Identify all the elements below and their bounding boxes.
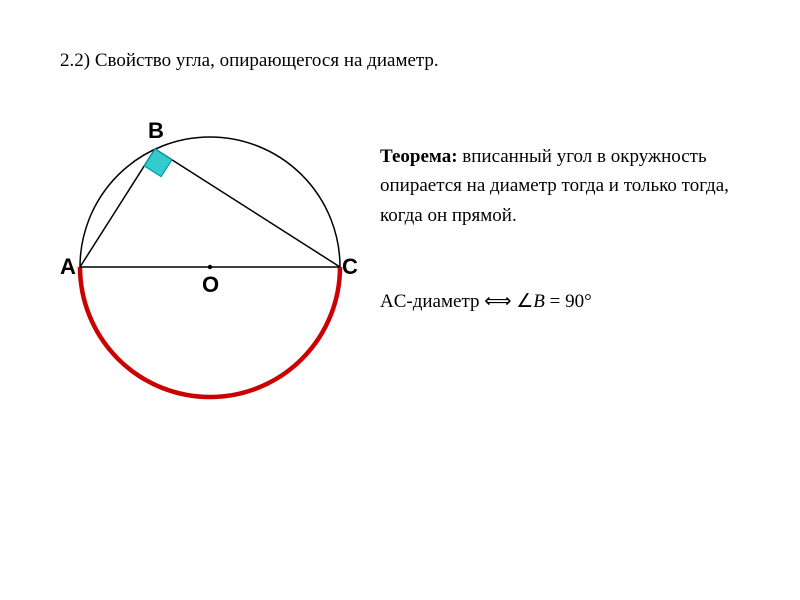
angle-symbol: ∠: [516, 291, 533, 312]
chord-bc: [155, 149, 340, 267]
theorem-text: Теорема: вписанный угол в окружность опи…: [380, 142, 740, 230]
chord-ab: [80, 149, 155, 267]
angle-vertex: B: [533, 291, 545, 312]
label-o: O: [202, 272, 219, 298]
label-b: B: [148, 118, 164, 144]
section-heading: 2.2) Свойство угла, опирающегося на диам…: [60, 50, 740, 72]
formula: AC-диаметр ⟺ ∠B = 90°: [380, 290, 740, 313]
theorem-label: Теорема:: [380, 146, 458, 167]
circle-diagram-svg: [60, 82, 360, 412]
formula-eq: = 90°: [545, 291, 592, 312]
label-a: A: [60, 254, 76, 280]
label-c: C: [342, 254, 358, 280]
iff-symbol: ⟺: [484, 291, 511, 312]
content-row: A B C O Теорема: вписанный угол в окружн…: [60, 82, 740, 412]
circle-upper-arc: [80, 137, 340, 267]
geometry-diagram: A B C O: [60, 82, 360, 412]
text-column: Теорема: вписанный угол в окружность опи…: [380, 82, 740, 313]
formula-left: AC-диаметр: [380, 291, 484, 312]
center-point: [208, 265, 212, 269]
